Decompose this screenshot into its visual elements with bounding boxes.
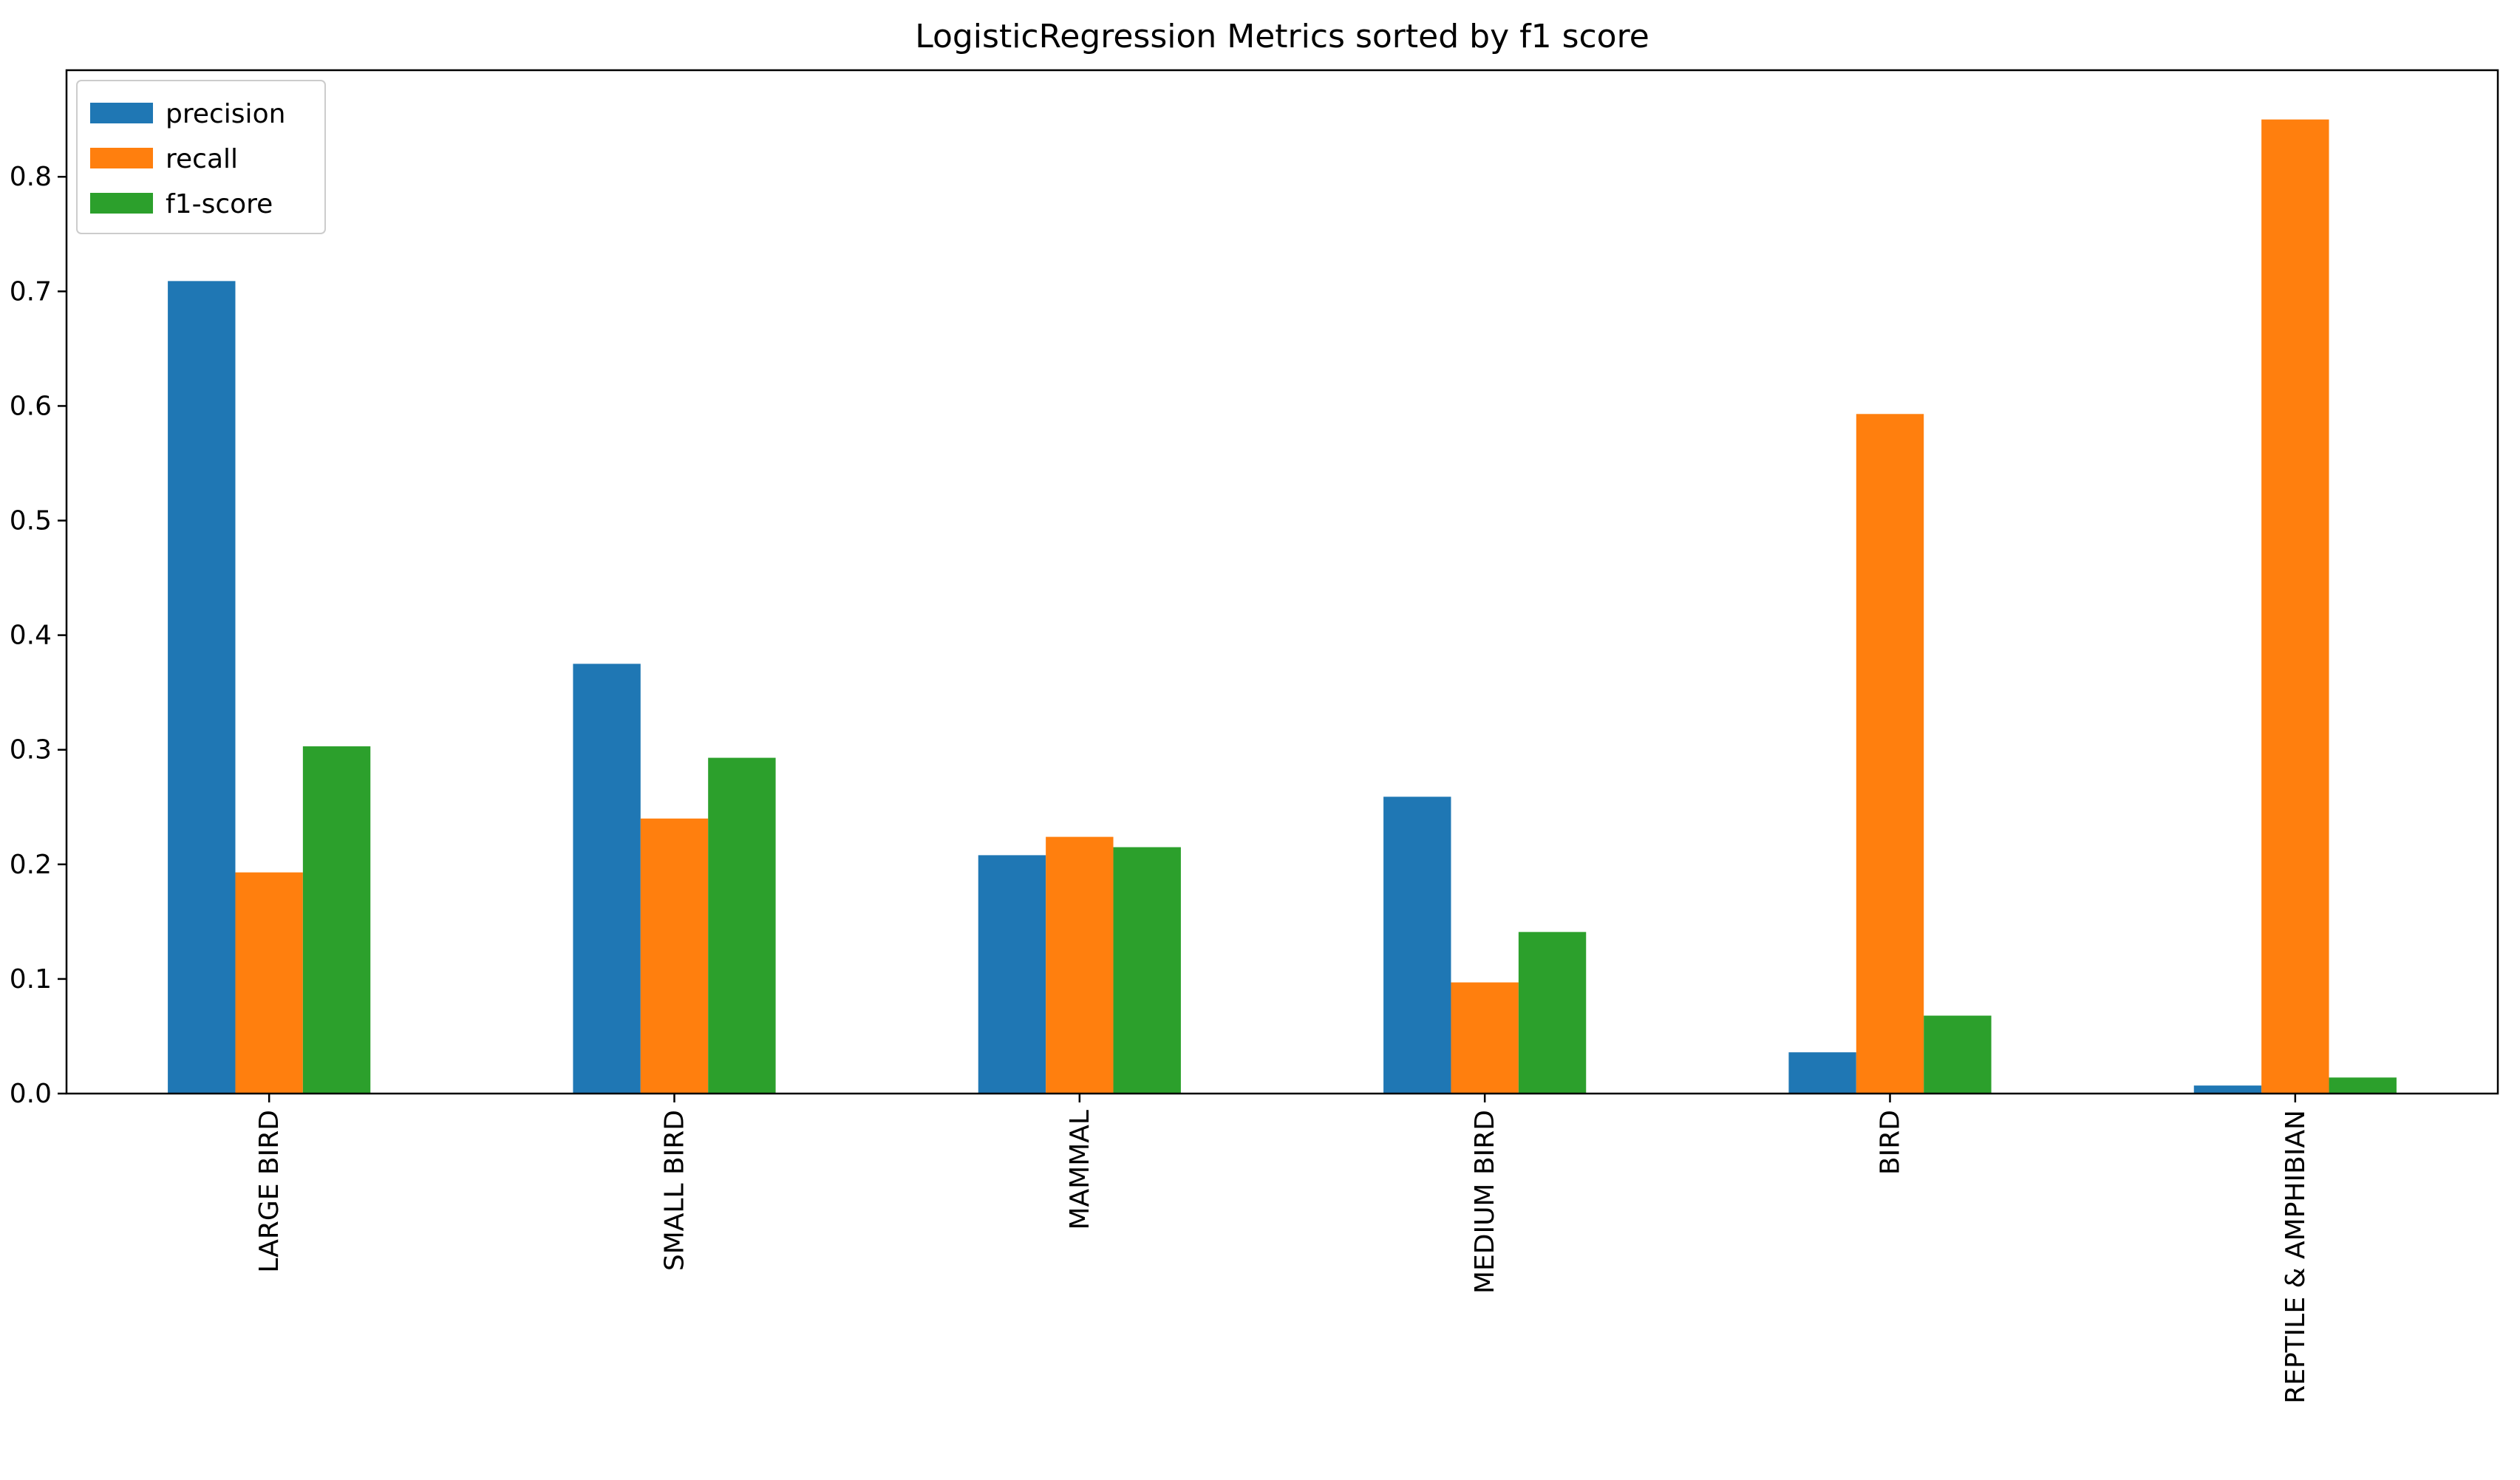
y-tick-label: 0.4 [10, 621, 52, 651]
legend-label-recall: recall [166, 144, 238, 174]
bar-f1-score-bird [1924, 1015, 1992, 1094]
x-tick-label: LARGE BIRD [254, 1110, 285, 1273]
bar-f1-score-large-bird [302, 746, 371, 1094]
x-tick-label: REPTILE & AMPHIBIAN [2281, 1110, 2311, 1404]
legend-label-precision: precision [166, 99, 285, 129]
bar-recall-large-bird [235, 872, 303, 1094]
bar-recall-medium-bird [1451, 982, 1519, 1094]
y-tick-label: 0.0 [10, 1079, 52, 1109]
y-axis: 0.0 0.1 0.2 0.3 0.4 0.5 0.6 0.7 0.8 [10, 162, 67, 1109]
x-tick-label: MAMMAL [1065, 1110, 1095, 1230]
chart-title: LogisticRegression Metrics sorted by f1 … [915, 18, 1649, 55]
bar-precision-small-bird [573, 664, 641, 1094]
y-tick-label: 0.3 [10, 735, 52, 765]
bar-f1-score-mammal [1113, 847, 1181, 1094]
y-tick-label: 0.1 [10, 964, 52, 995]
plot-area-frame [65, 69, 2499, 1095]
bar-precision-bird [1788, 1052, 1856, 1094]
bar-precision-mammal [978, 855, 1046, 1094]
x-axis: LARGE BIRD SMALL BIRD MAMMAL MEDIUM BIRD BIR… [254, 1094, 2311, 1404]
x-tick-label: SMALL BIRD [660, 1110, 690, 1271]
legend-swatch-precision [90, 103, 153, 123]
bar-f1-score-reptile-amphibian [2329, 1077, 2397, 1094]
y-tick-label: 0.8 [10, 162, 52, 192]
legend-swatch-f1-score [90, 193, 153, 214]
bar-precision-medium-bird [1383, 797, 1451, 1094]
legend-swatch-recall [90, 148, 153, 168]
bars-layer [168, 119, 2397, 1094]
x-tick-label: BIRD [1876, 1110, 1906, 1175]
x-tick-label: MEDIUM BIRD [1470, 1110, 1500, 1294]
bar-f1-score-medium-bird [1518, 932, 1587, 1094]
legend: precision recall f1-score [76, 80, 326, 234]
bar-recall-small-bird [640, 818, 709, 1094]
y-tick-label: 0.6 [10, 391, 52, 421]
bar-precision-reptile-amphibian [2193, 1085, 2262, 1094]
bar-recall-bird [1856, 414, 1924, 1094]
y-tick-label: 0.2 [10, 850, 52, 880]
bar-recall-mammal [1046, 836, 1114, 1094]
legend-label-f1-score: f1-score [166, 189, 273, 219]
bar-f1-score-small-bird [708, 757, 776, 1094]
bar-precision-large-bird [168, 281, 236, 1094]
bar-recall-reptile-amphibian [2261, 119, 2329, 1094]
y-tick-label: 0.7 [10, 276, 52, 307]
y-tick-label: 0.5 [10, 506, 52, 536]
